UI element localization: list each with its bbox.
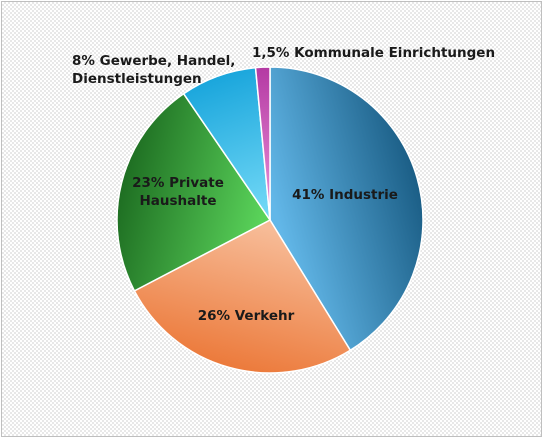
slice-label-private-haushalte: 23% Private Haushalte [132, 175, 224, 209]
pie-slice-kommunale-einrichtungen [254, 66, 271, 221]
slice-label-line: Haushalte [139, 193, 216, 209]
slice-label-kommunale-einrichtungen: 1,5% Kommunale Einrichtungen [252, 45, 495, 61]
slice-label-line: 41% Industrie [292, 187, 398, 203]
slice-label-line: 1,5% Kommunale Einrichtungen [252, 45, 495, 61]
pie-slice-industrie [269, 66, 424, 351]
pie-slice-private-haushalte [116, 92, 271, 292]
slice-label-gewerbe-handel-dienstleistungen: 8% Gewerbe, Handel, Dienstleistungen [72, 53, 235, 87]
slice-label-line: 8% Gewerbe, Handel, [72, 53, 235, 69]
slice-label-line: 26% Verkehr [198, 308, 295, 324]
labels-layer: 41% Industrie 26% Verkehr 23% Private Haush… [72, 45, 495, 324]
slice-label-industrie: 41% Industrie [292, 187, 398, 203]
slice-label-line: Dienstleistungen [72, 71, 202, 87]
slice-label-line: 23% Private [132, 175, 224, 191]
slices-layer [116, 66, 424, 374]
pie-slice-verkehr [133, 219, 352, 374]
slice-label-verkehr: 26% Verkehr [198, 308, 295, 324]
